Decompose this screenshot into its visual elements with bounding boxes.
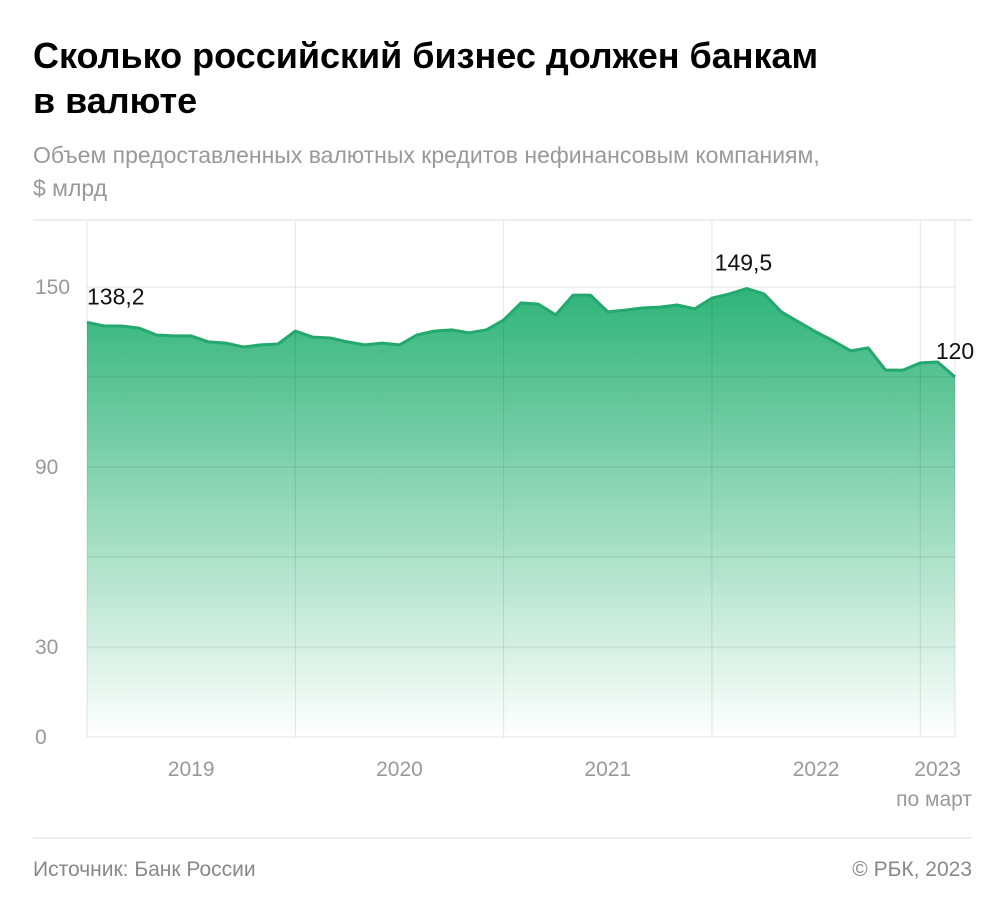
value-label: 120 bbox=[936, 338, 974, 364]
x-tick-label: 2020 bbox=[376, 758, 423, 781]
line bbox=[86, 287, 956, 379]
credit: © РБК, 2023 bbox=[852, 858, 972, 881]
x-tick-label: 2019 bbox=[168, 758, 215, 781]
subtitle: $ млрд bbox=[33, 175, 108, 201]
value-label: 149,5 bbox=[715, 250, 773, 276]
title: в валюте bbox=[33, 80, 197, 121]
x-note: по март bbox=[896, 788, 972, 811]
x-tick-label: 2021 bbox=[584, 758, 631, 781]
y-tick-label: 0 bbox=[35, 726, 47, 749]
subtitle: Объем предоставленных валютных кредитов … bbox=[33, 142, 820, 168]
x-tick-label: 2023 bbox=[914, 758, 961, 781]
title: Сколько российский бизнес должен банкам bbox=[33, 35, 818, 76]
area bbox=[87, 288, 955, 737]
y-tick-label: 150 bbox=[35, 276, 70, 299]
y-tick-label: 90 bbox=[35, 456, 58, 479]
source: Источник: Банк России bbox=[33, 858, 256, 881]
y-tick-label: 30 bbox=[35, 636, 58, 659]
value-label: 138,2 bbox=[87, 283, 145, 309]
x-tick-label: 2022 bbox=[793, 758, 840, 781]
